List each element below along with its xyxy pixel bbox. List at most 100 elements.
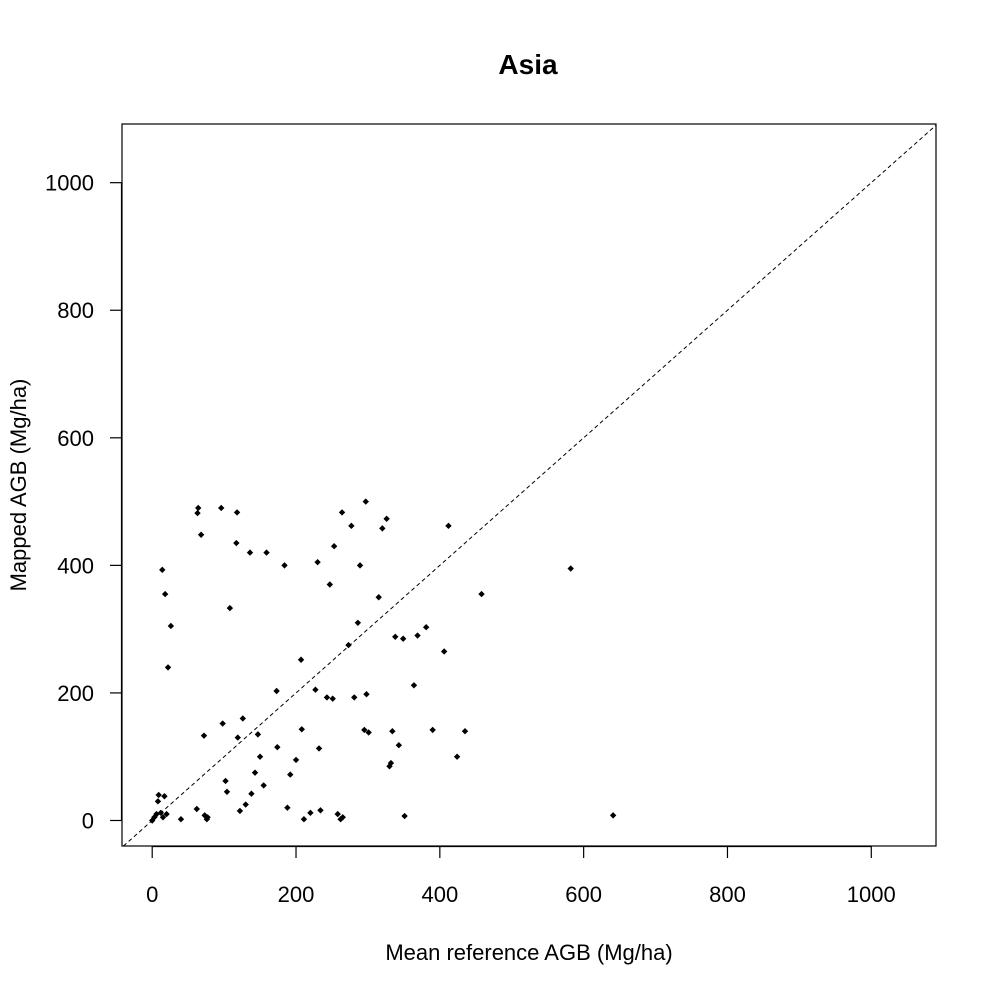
x-tick-label: 200 (278, 882, 315, 907)
data-point (300, 816, 308, 823)
data-point (239, 715, 247, 722)
data-point (356, 562, 364, 569)
data-point (226, 604, 234, 612)
data-point (292, 756, 300, 764)
data-point (314, 558, 321, 566)
data-point (337, 816, 344, 823)
data-points (149, 498, 617, 824)
data-point (410, 682, 418, 689)
data-point (326, 581, 334, 588)
x-tick-label: 400 (421, 882, 458, 907)
data-point (345, 641, 352, 649)
data-point (256, 753, 264, 760)
data-point (392, 633, 399, 640)
data-point (164, 664, 172, 671)
data-point (348, 522, 355, 530)
y-tick-label: 800 (57, 298, 94, 323)
data-point (363, 691, 370, 698)
data-point (401, 812, 408, 820)
x-tick-label: 600 (565, 882, 602, 907)
data-point (273, 687, 280, 695)
data-point (379, 525, 386, 532)
data-point (155, 791, 162, 799)
data-point (338, 509, 346, 516)
data-point (233, 509, 241, 516)
data-point (440, 648, 448, 655)
data-point (149, 817, 156, 824)
data-point (234, 734, 241, 741)
data-point (248, 790, 255, 797)
data-point (375, 594, 382, 601)
data-point (422, 624, 430, 631)
plot-frame (121, 123, 937, 847)
data-point (177, 816, 185, 823)
data-point (159, 566, 166, 574)
y-tick-label: 0 (82, 808, 94, 833)
data-point (362, 498, 369, 505)
data-point (567, 565, 574, 572)
data-point (219, 720, 226, 727)
data-point (223, 788, 231, 795)
y-axis-label: Mapped AGB (Mg/ha) (6, 379, 31, 592)
data-point (204, 814, 211, 821)
data-point (260, 782, 267, 789)
data-point (193, 805, 200, 813)
data-point (297, 656, 305, 663)
y-tick-label: 600 (57, 426, 94, 451)
x-tick-label: 0 (146, 882, 158, 907)
data-point (315, 745, 323, 752)
data-point (200, 732, 208, 739)
data-point (161, 590, 169, 598)
data-point (383, 515, 390, 523)
data-point (298, 726, 305, 733)
data-point (242, 801, 249, 808)
data-point (312, 686, 319, 693)
one-to-one-line (123, 124, 937, 847)
x-tick-label: 800 (709, 882, 746, 907)
y-axis: 0 200 400 600 800 1000 (45, 171, 123, 833)
data-point (163, 810, 170, 818)
data-point (414, 632, 421, 639)
data-point (222, 777, 229, 785)
data-point (153, 810, 160, 818)
data-point (389, 727, 396, 735)
data-point (161, 793, 168, 800)
data-point (287, 771, 294, 778)
data-point (307, 809, 314, 817)
data-point (329, 695, 336, 702)
x-axis-label: Mean reference AGB (Mg/ha) (385, 940, 672, 965)
data-point (254, 731, 262, 738)
data-point (339, 814, 346, 821)
data-point (281, 562, 288, 569)
data-point (195, 504, 202, 512)
data-point (236, 807, 244, 815)
data-point (201, 812, 208, 819)
data-point (387, 759, 395, 767)
y-tick-label: 200 (57, 681, 94, 706)
data-point (274, 743, 281, 751)
data-point (323, 694, 331, 701)
data-point (218, 504, 225, 512)
data-point (354, 619, 362, 626)
data-point (429, 726, 436, 734)
data-point (445, 522, 452, 530)
data-point (334, 810, 341, 818)
data-point (365, 729, 372, 736)
y-tick-label: 1000 (45, 171, 94, 196)
data-point (399, 635, 407, 642)
data-point (263, 549, 270, 556)
x-tick-label: 1000 (847, 882, 896, 907)
data-point (330, 543, 338, 550)
data-point (233, 539, 240, 547)
x-axis: 0 200 400 600 800 1000 (146, 845, 896, 907)
data-point (351, 694, 358, 701)
data-point (317, 807, 324, 814)
data-point (386, 763, 393, 770)
data-point (246, 549, 254, 556)
data-point (284, 804, 291, 811)
data-point (395, 742, 403, 749)
chart-title: Asia (498, 49, 558, 80)
data-point (197, 531, 205, 538)
data-point (194, 509, 201, 517)
